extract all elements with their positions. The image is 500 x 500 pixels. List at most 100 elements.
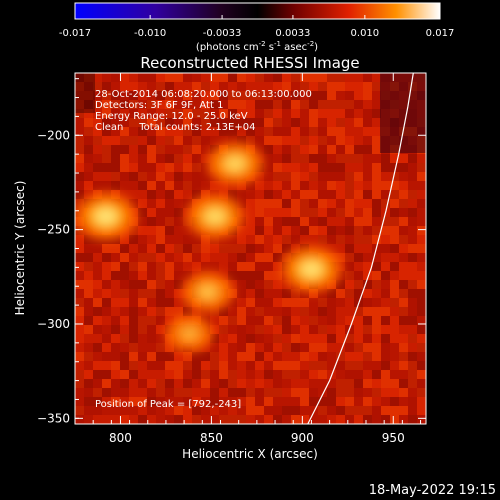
heatmap-pixel xyxy=(201,181,210,190)
heatmap-pixel xyxy=(417,388,426,397)
heatmap-pixel xyxy=(147,262,156,271)
heatmap-pixel xyxy=(111,181,120,190)
heatmap-pixel xyxy=(291,163,300,172)
heatmap-pixel xyxy=(354,181,363,190)
heatmap-pixel xyxy=(156,199,165,208)
heatmap-pixel xyxy=(327,307,336,316)
heatmap-pixel xyxy=(372,370,381,379)
source-peak xyxy=(225,155,245,172)
heatmap-pixel xyxy=(174,235,183,244)
heatmap-pixel xyxy=(237,307,246,316)
heatmap-pixel xyxy=(264,127,273,136)
heatmap-pixel xyxy=(372,163,381,172)
heatmap-pixel xyxy=(192,91,201,100)
heatmap-pixel xyxy=(336,190,345,199)
heatmap-pixel xyxy=(156,352,165,361)
heatmap-pixel xyxy=(327,208,336,217)
heatmap-pixel xyxy=(273,370,282,379)
heatmap-pixel xyxy=(255,127,264,136)
heatmap-pixel xyxy=(174,253,183,262)
heatmap-pixel xyxy=(408,271,417,280)
heatmap-pixel xyxy=(381,235,390,244)
heatmap-pixel xyxy=(408,280,417,289)
heatmap-pixel xyxy=(264,145,273,154)
heatmap-pixel xyxy=(246,325,255,334)
heatmap-pixel xyxy=(309,307,318,316)
heatmap-pixel xyxy=(219,379,228,388)
heatmap-pixel xyxy=(156,109,165,118)
heatmap-pixel xyxy=(345,73,354,82)
heatmap-pixel xyxy=(93,127,102,136)
heatmap-pixel xyxy=(255,73,264,82)
heatmap-pixel xyxy=(75,199,84,208)
heatmap-pixel xyxy=(327,145,336,154)
solar-limb-curve xyxy=(307,73,414,424)
heatmap-pixel xyxy=(102,181,111,190)
heatmap-pixel xyxy=(102,271,111,280)
heatmap-pixel xyxy=(273,82,282,91)
heatmap-pixel xyxy=(327,406,336,415)
heatmap-pixel xyxy=(219,244,228,253)
heatmap-pixel xyxy=(399,406,408,415)
heatmap-pixel xyxy=(111,406,120,415)
heatmap-pixel xyxy=(372,136,381,145)
heatmap-pixel xyxy=(93,109,102,118)
heatmap-pixel xyxy=(183,100,192,109)
heatmap-pixel xyxy=(147,190,156,199)
heatmap-pixel xyxy=(354,397,363,406)
heatmap-pixel xyxy=(228,280,237,289)
heatmap-pixel xyxy=(129,271,138,280)
heatmap-pixel xyxy=(300,370,309,379)
heatmap-pixel xyxy=(255,172,264,181)
heatmap-pixel xyxy=(120,145,129,154)
heatmap-pixel xyxy=(219,82,228,91)
heatmap-pixel xyxy=(183,82,192,91)
heatmap-pixel xyxy=(147,118,156,127)
heatmap-pixel xyxy=(345,406,354,415)
heatmap-pixel xyxy=(264,118,273,127)
heatmap-pixel xyxy=(156,91,165,100)
heatmap-pixel xyxy=(354,316,363,325)
heatmap-pixel xyxy=(336,325,345,334)
heatmap-pixel xyxy=(75,307,84,316)
heatmap-pixel xyxy=(111,73,120,82)
heatmap-pixel xyxy=(210,343,219,352)
colorbar-tick-label: 0.017 xyxy=(426,28,455,39)
heatmap-pixel xyxy=(165,136,174,145)
heatmap-pixel xyxy=(246,388,255,397)
heatmap-pixel xyxy=(354,199,363,208)
heatmap-pixel xyxy=(93,397,102,406)
heatmap-pixel xyxy=(354,235,363,244)
heatmap-pixel xyxy=(174,73,183,82)
heatmap-pixel xyxy=(345,379,354,388)
heatmap-pixel xyxy=(282,136,291,145)
heatmap-pixel xyxy=(264,208,273,217)
heatmap-pixel xyxy=(111,397,120,406)
heatmap-pixel xyxy=(327,244,336,253)
heatmap-pixel xyxy=(273,136,282,145)
heatmap-pixel xyxy=(282,343,291,352)
heatmap-pixel xyxy=(138,361,147,370)
heatmap-pixel xyxy=(129,388,138,397)
heatmap-pixel xyxy=(246,244,255,253)
heatmap-pixel xyxy=(246,199,255,208)
heatmap-pixel xyxy=(147,100,156,109)
heatmap-pixel xyxy=(75,118,84,127)
heatmap-pixel xyxy=(363,343,372,352)
heatmap-pixel xyxy=(408,379,417,388)
heatmap-pixel xyxy=(336,244,345,253)
heatmap-pixel xyxy=(129,154,138,163)
heatmap-pixel xyxy=(345,190,354,199)
heatmap-pixel xyxy=(138,208,147,217)
heatmap-pixel xyxy=(336,406,345,415)
heatmap-pixel xyxy=(327,172,336,181)
heatmap-pixel xyxy=(219,397,228,406)
heatmap-pixel xyxy=(237,280,246,289)
heatmap-pixel xyxy=(192,109,201,118)
heatmap-pixel xyxy=(138,316,147,325)
heatmap-pixel xyxy=(75,262,84,271)
heatmap-pixel xyxy=(282,307,291,316)
heatmap-pixel xyxy=(318,82,327,91)
heatmap-pixel xyxy=(264,289,273,298)
heatmap-pixel xyxy=(417,217,426,226)
